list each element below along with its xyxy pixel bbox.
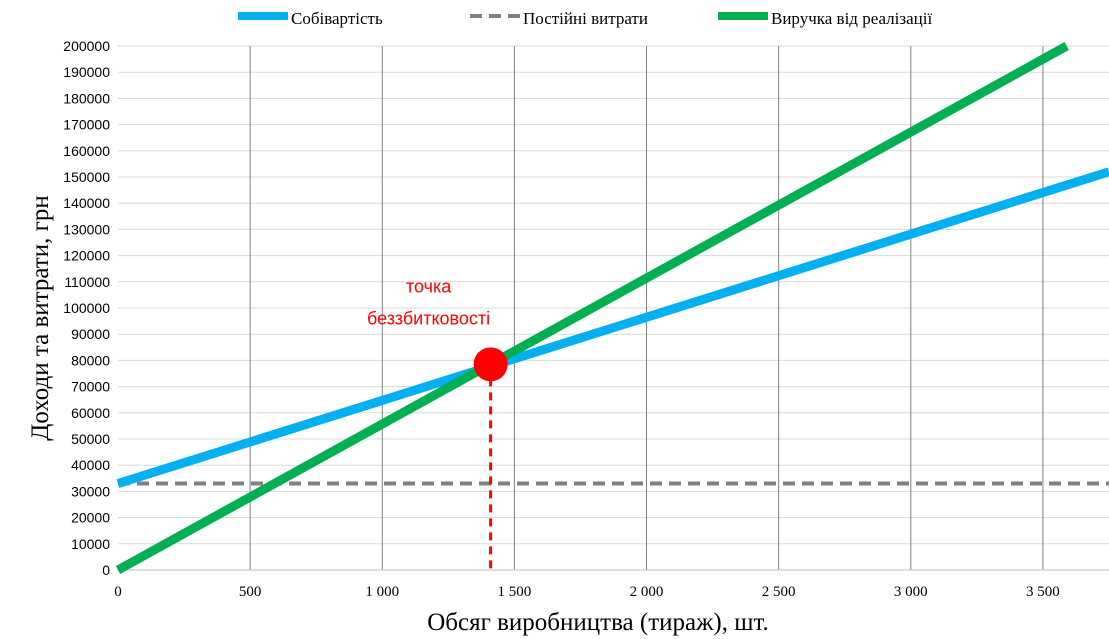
legend-label-1: Постійні витрати [523,9,648,28]
x-tick-label: 0 [114,584,122,600]
x-tick-label: 500 [239,584,262,600]
annotation-line-2: беззбитковості [367,308,490,328]
y-tick-label: 130000 [63,221,110,237]
legend-label-0: Собівартість [291,9,383,28]
y-tick-label: 140000 [63,195,110,211]
y-tick-label: 10000 [71,536,110,552]
break-even-point [473,347,508,382]
y-tick-label: 40000 [71,457,110,473]
x-axis-title: Обсяг виробництва (тираж), шт. [427,609,769,636]
y-tick-label: 0 [102,562,110,578]
break-even-annotation: точка беззбитковості [367,276,508,570]
series-line-0 [116,167,1109,488]
y-tick-label: 190000 [63,64,110,80]
y-tick-label: 110000 [64,274,110,290]
y-tick-label: 30000 [71,483,110,499]
tick-labels: 0 10000 20000 30000 40000 50000 60000 70000 8000… [63,38,1060,600]
y-tick-label: 60000 [71,405,110,421]
series-line-2 [115,42,1069,574]
y-tick-label: 50000 [71,431,110,447]
grid [118,45,1109,571]
y-tick-label: 160000 [63,143,110,159]
x-tick-label: 2 000 [630,584,664,600]
y-tick-label: 90000 [71,326,110,342]
y-axis-title: Доходи та витрати, грн [27,195,54,440]
x-tick-label: 1 000 [365,584,399,600]
y-tick-label: 180000 [63,90,110,106]
y-tick-label: 70000 [71,379,110,395]
y-tick-label: 100000 [63,300,110,316]
x-tick-label: 1 500 [498,584,532,600]
y-tick-label: 120000 [63,248,110,264]
series-lines [115,42,1109,574]
y-tick-label: 80000 [71,352,110,368]
x-tick-label: 2 500 [762,584,796,600]
x-tick-label: 3 000 [894,584,928,600]
y-tick-label: 150000 [63,169,110,185]
legend: Собівартість Постійні витрати Виручка від … [238,9,932,28]
annotation-line-1: точка [406,276,452,296]
y-tick-label: 170000 [63,117,110,133]
y-tick-label: 200000 [63,38,110,54]
x-tick-label: 3 500 [1026,584,1060,600]
legend-label-2: Виручка від реалізації [771,9,932,28]
y-tick-label: 20000 [71,510,110,526]
